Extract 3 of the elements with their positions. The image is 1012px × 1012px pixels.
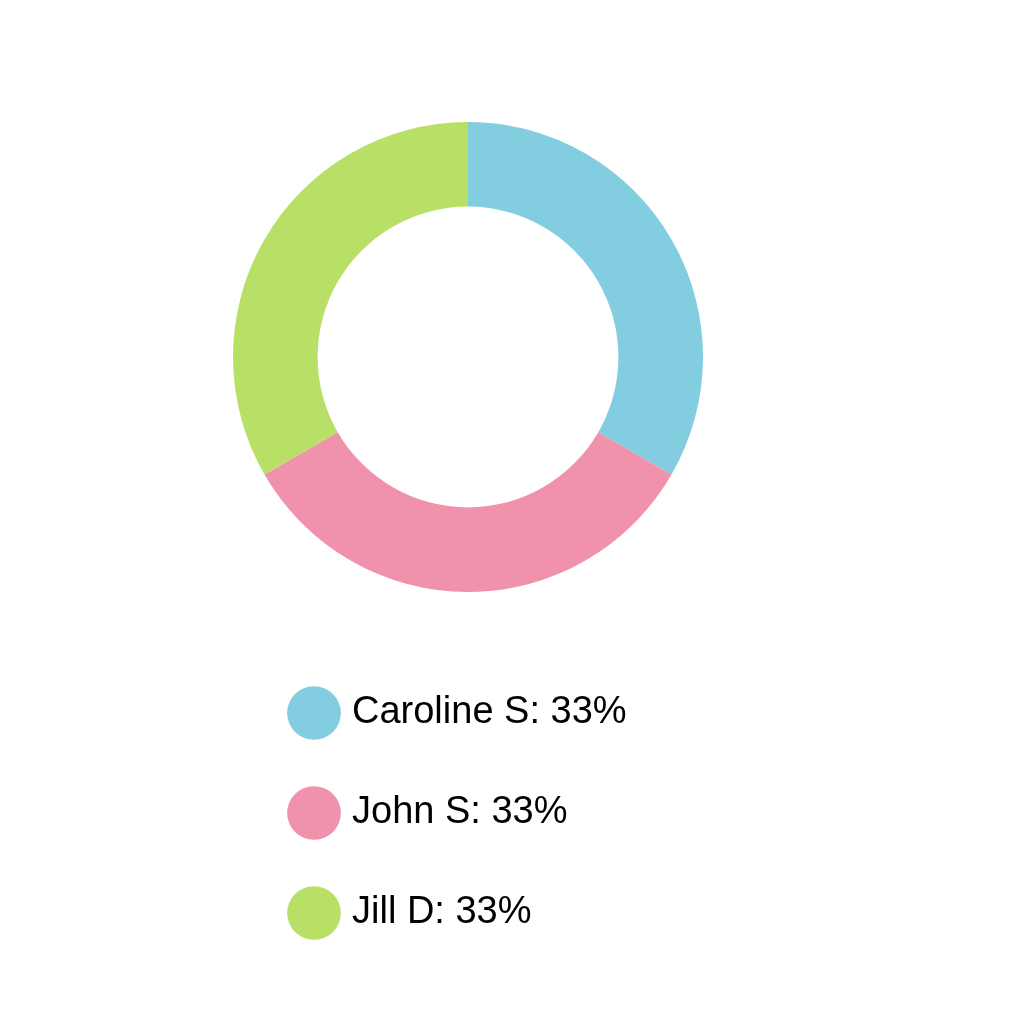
legend-label: Jill D: 33% bbox=[352, 889, 532, 932]
legend-label: John S: 33% bbox=[352, 789, 568, 832]
legend-label: Caroline S: 33% bbox=[352, 689, 627, 732]
